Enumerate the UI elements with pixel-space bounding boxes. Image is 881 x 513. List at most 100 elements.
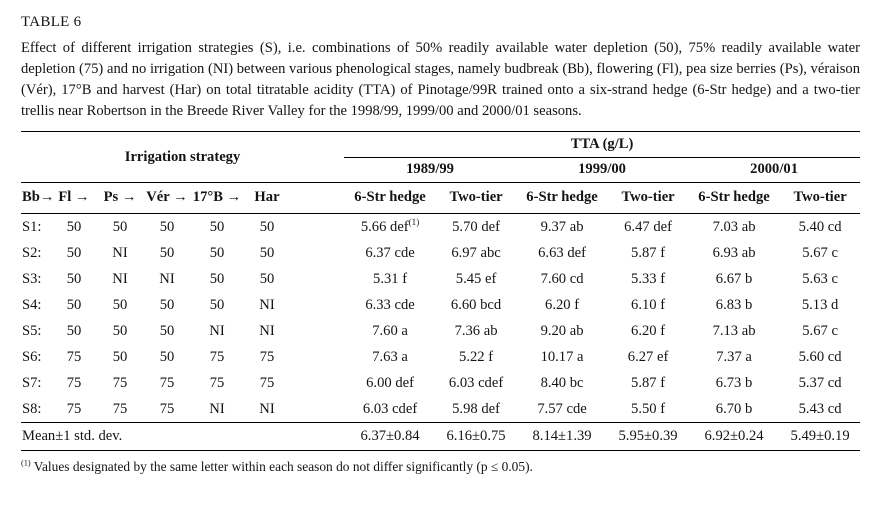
table-row: S8: 75 75 75 NI NI 6.03 cdef 5.98 def 7.57 cde 5.… [21,396,860,423]
season-header-1999-00: 1999/00 [516,157,689,183]
tta-value: 5.87 f [631,244,666,261]
mean-value: 8.14±1.39 [516,422,609,451]
footnote-marker: (1) [408,216,420,227]
table-row: S3: 50 NI NI 50 50 5.31 f 5.45 ef 7.60 cd 5.33 f 6… [21,266,860,292]
tta-value: 6.67 b [715,270,753,287]
tta-value: 10.17 a [540,348,584,365]
mean-row: Mean±1 std. dev. 6.37±0.84 6.16±0.75 8.1… [21,422,861,451]
tta-value: 5.31 f [373,270,408,287]
tta-value: 6.63 def [538,244,586,261]
stage-value: 50 [159,348,175,365]
tta-value: 6.73 b [715,374,753,391]
tta-value: 9.37 ab [540,218,584,235]
spacer-cell [291,396,344,423]
stage-value: 75 [209,374,225,391]
stage-value: 50 [112,322,128,339]
tta-value: 6.20 f [545,296,580,313]
data-table: Irrigation strategy TTA (g/L) 1989/99 19… [21,131,861,451]
season-header-1989-99: 1989/99 [344,157,517,183]
tta-value: 6.03 cdef [362,400,418,417]
tta-group-header: TTA (g/L) [344,131,861,158]
table-caption: Effect of different irrigation strategie… [21,40,860,119]
table-row: S1: 50 50 50 50 50 5.66 def(1) 5.70 def 9.37 ab 6… [21,214,860,241]
mean-value: 6.16±0.75 [436,422,517,451]
trellis-header-twotier-1: Two-tier [436,182,517,214]
season-header-row: 1989/99 1999/00 2000/01 [21,157,861,183]
spacer-cell [291,344,344,370]
stage-value: 50 [66,218,82,235]
stage-value: 75 [66,348,82,365]
spacer-cell [291,182,345,214]
tta-value: 7.03 ab [712,218,756,235]
mean-value: 6.92±0.24 [688,422,781,451]
tta-value: 6.83 b [715,296,753,313]
stage-value: NI [112,244,128,261]
tta-value: 6.20 f [631,322,666,339]
tta-value: 6.00 def [366,374,414,391]
stage-value: 75 [112,374,128,391]
stage-value: 75 [159,400,175,417]
strategy-label: S2: [22,244,42,261]
stage-value: NI [209,400,225,417]
tta-value: 5.66 def(1) [360,216,420,235]
table-row: S5: 50 50 50 NI NI 7.60 a 7.36 ab 9.20 ab 6.20 f 7… [21,318,860,344]
tta-value: 7.60 cd [540,270,584,287]
strategy-label: S7: [22,374,42,391]
tta-value: 5.13 d [801,296,839,313]
table-row: S6: 75 50 50 75 75 7.63 a 5.22 f 10.17 a 6.27 ef 7… [21,344,860,370]
strategy-label: S4: [22,296,42,313]
tta-value: 5.43 cd [798,400,842,417]
group-header-row: Irrigation strategy TTA (g/L) [21,131,861,183]
tta-value: 5.87 f [631,374,666,391]
tta-value: 5.70 def [452,218,500,235]
tta-value: 6.47 def [624,218,672,235]
stage-value: 50 [159,218,175,235]
stage-header-ps: Ps → [97,182,143,214]
stage-value: NI [112,270,128,287]
spacer-cell [291,292,344,318]
trellis-header-6str-3: 6-Str hedge [688,182,781,214]
strategy-label: S3: [22,270,42,287]
tta-value: 5.22 f [459,348,494,365]
stage-value: 50 [66,296,82,313]
tta-value: 6.10 f [631,296,666,313]
tta-value: 7.13 ab [712,322,756,339]
tta-value: 5.33 f [631,270,666,287]
table-row: S7: 75 75 75 75 75 6.00 def 6.03 cdef 8.40 bc 5.8… [21,370,860,396]
strategy-label: S1: [22,218,42,235]
tta-value: 6.33 cde [365,296,415,313]
stage-value: NI [209,322,225,339]
stage-value: 50 [112,218,128,235]
stage-value: 75 [159,374,175,391]
stage-header-ver: Vér → [143,182,191,214]
tta-value: 9.20 ab [540,322,584,339]
mean-value: 5.95±0.39 [608,422,689,451]
stage-value: NI [159,270,175,287]
stage-value: 50 [66,322,82,339]
stage-value: 75 [66,400,82,417]
tta-value: 5.98 def [452,400,500,417]
tta-value: 6.37 cde [365,244,415,261]
stage-value: 50 [66,244,82,261]
strategy-label: S8: [22,400,42,417]
trellis-header-twotier-3: Two-tier [780,182,861,214]
stage-value: 75 [66,374,82,391]
tta-value: 6.27 ef [627,348,669,365]
stage-value: 50 [259,270,275,287]
footnote-marker: (1) [21,458,31,468]
tta-value: 7.60 a [372,322,408,339]
spacer-cell [291,318,344,344]
tta-value: 5.37 cd [798,374,842,391]
stage-value: 50 [209,218,225,235]
footnote-text: Values designated by the same letter wit… [33,459,533,474]
tta-value: 6.60 bcd [450,296,502,313]
strategy-label: S6: [22,348,42,365]
spacer-cell [291,240,344,266]
mean-label: Mean±1 std. dev. [21,422,345,451]
footnote: (1) Values designated by the same letter… [21,459,860,475]
stage-value: NI [259,322,275,339]
trellis-header-6str-2: 6-Str hedge [516,182,609,214]
tta-value: 7.63 a [372,348,408,365]
stage-header-fl: Fl → [51,182,97,214]
stage-value: 50 [159,296,175,313]
